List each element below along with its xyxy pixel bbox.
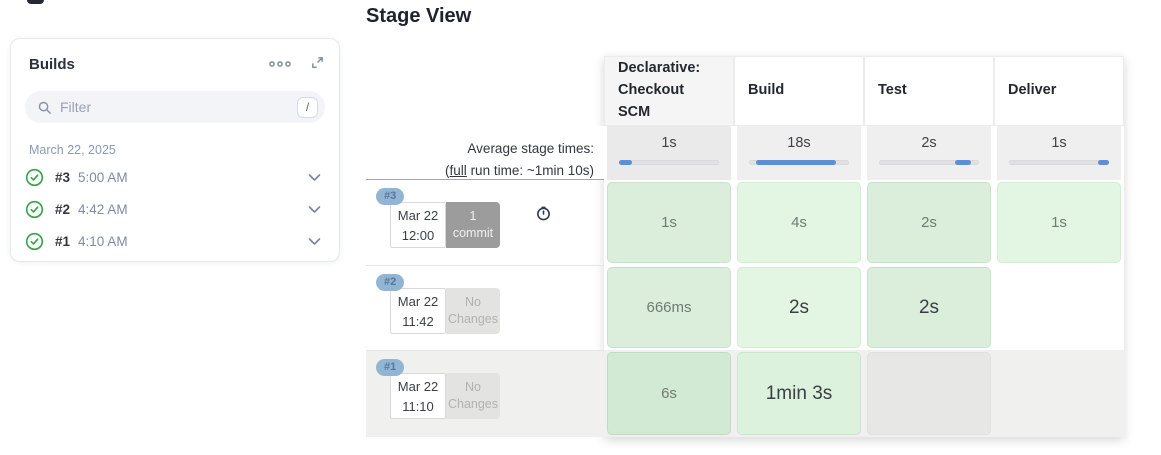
average-cell-test: 2s: [867, 126, 991, 180]
filter-input: /: [25, 91, 325, 123]
stage-cell-checkout[interactable]: 1s: [607, 182, 731, 263]
stage-cell-build[interactable]: 2s: [737, 267, 861, 348]
build-number-badge: #3: [376, 188, 405, 205]
stage-time-bar-fill: [955, 160, 971, 165]
build-number: #1: [55, 233, 71, 249]
stage-table: Declarative: Checkout SCM Build Test Del…: [366, 56, 1124, 437]
builds-panel-actions: [266, 53, 327, 75]
build-row-1: #1 Mar 22 11:10 No Changes 6s 1min 3s: [366, 350, 1124, 437]
build-number-badge: #2: [376, 274, 405, 291]
stage-cell-test[interactable]: 2s: [867, 267, 991, 348]
stage-time-bar: [619, 160, 719, 165]
build-date-box[interactable]: Mar 22 11:42: [390, 288, 446, 334]
stage-time-bar-fill: [756, 160, 836, 165]
check-circle-icon: [25, 168, 44, 187]
build-time: 4:42 AM: [78, 201, 128, 217]
build-changes-box: No Changes: [446, 288, 500, 334]
filter-shortcut-badge: /: [297, 96, 318, 118]
build-row-2: #2 Mar 22 11:42 No Changes 666ms 2s 2s: [366, 265, 1124, 350]
build-date-box[interactable]: Mar 22 11:10: [390, 373, 446, 419]
build-row-3: #3 Mar 22 12:00 1 commit 1s 4s 2s 1s: [366, 180, 1124, 265]
build-date: Mar 22: [397, 207, 439, 223]
build-clock-time: 12:00: [401, 227, 435, 243]
sidebar-build-item-3[interactable]: #3 5:00 AM: [25, 161, 329, 193]
build-clock-time: 11:42: [402, 313, 434, 329]
average-times-row: Average stage times: (full run time: ~1m…: [366, 126, 1124, 180]
page-title: Stage View: [366, 5, 472, 27]
overflow-menu-button[interactable]: [266, 55, 294, 74]
stage-time-bar: [749, 160, 849, 165]
stage-cell-deliver[interactable]: 1s: [997, 182, 1121, 263]
build-date-box[interactable]: Mar 22 12:00: [390, 202, 446, 248]
check-circle-icon: [25, 232, 44, 251]
stage-time-bar-fill: [1098, 160, 1109, 165]
sidebar-build-item-1[interactable]: #1 4:10 AM: [25, 225, 329, 257]
stage-cell-deliver-blank: [997, 352, 1121, 435]
stage-cell-deliver-blank: [997, 267, 1121, 348]
average-label-line2: (full run time: ~1min 10s): [445, 162, 594, 178]
column-header-checkout-scm: Declarative: Checkout SCM: [604, 56, 734, 126]
average-label-line1: Average stage times:: [467, 141, 594, 156]
check-circle-icon: [25, 200, 44, 219]
chevron-down-icon[interactable]: [308, 173, 321, 182]
stage-time-bar: [879, 160, 979, 165]
sidebar-build-item-2[interactable]: #2 4:42 AM: [25, 193, 329, 225]
full-run-time-link[interactable]: full: [449, 162, 467, 178]
build-row-header: #1 Mar 22 11:10 No Changes: [366, 350, 604, 437]
average-times-label: Average stage times: (full run time: ~1m…: [366, 126, 604, 180]
build-number: #2: [55, 201, 71, 217]
stage-cell-build[interactable]: 1min 3s: [737, 352, 861, 435]
build-date: Mar 22: [397, 293, 439, 309]
expand-panel-button[interactable]: [308, 53, 327, 75]
build-number: #3: [55, 169, 71, 185]
builds-panel-title: Builds: [29, 55, 75, 73]
build-time: 5:00 AM: [78, 169, 128, 185]
build-changes-box[interactable]: 1 commit: [446, 202, 500, 248]
build-date: Mar 22: [397, 378, 439, 394]
build-number-badge: #1: [376, 359, 405, 376]
stage-time-bar-fill: [619, 160, 632, 165]
builds-panel-header: Builds: [29, 51, 327, 77]
average-cell-build: 18s: [737, 126, 861, 180]
chevron-down-icon[interactable]: [308, 205, 321, 214]
average-cell-deliver: 1s: [997, 126, 1121, 180]
header-spacer: [366, 56, 604, 126]
filter-field[interactable]: [60, 99, 297, 115]
stage-time-bar: [1009, 160, 1109, 165]
cropped-logo-icon: [27, 0, 44, 4]
stage-cell-checkout[interactable]: 666ms: [607, 267, 731, 348]
build-clock-time: 11:10: [402, 398, 434, 414]
average-cell-checkout: 1s: [607, 126, 731, 180]
stage-cell-test[interactable]: 2s: [867, 182, 991, 263]
builds-panel: Builds: [10, 38, 340, 262]
column-header-build: Build: [734, 56, 864, 126]
build-changes-box: No Changes: [446, 373, 500, 419]
build-row-header: #3 Mar 22 12:00 1 commit: [366, 180, 604, 265]
search-icon: [37, 100, 52, 115]
stage-cell-checkout[interactable]: 6s: [607, 352, 731, 435]
chevron-down-icon[interactable]: [308, 237, 321, 246]
column-header-deliver: Deliver: [994, 56, 1124, 126]
build-row-header: #2 Mar 22 11:42 No Changes: [366, 265, 604, 350]
timer-icon: [536, 206, 551, 226]
build-time: 4:10 AM: [78, 233, 128, 249]
builds-date-header: March 22, 2025: [29, 143, 116, 157]
stage-header-row: Declarative: Checkout SCM Build Test Del…: [366, 56, 1124, 126]
column-header-test: Test: [864, 56, 994, 126]
stage-cell-build[interactable]: 4s: [737, 182, 861, 263]
three-dots-icon: [268, 57, 292, 72]
stage-cell-test-empty: [867, 352, 991, 435]
expand-icon: [310, 55, 325, 73]
